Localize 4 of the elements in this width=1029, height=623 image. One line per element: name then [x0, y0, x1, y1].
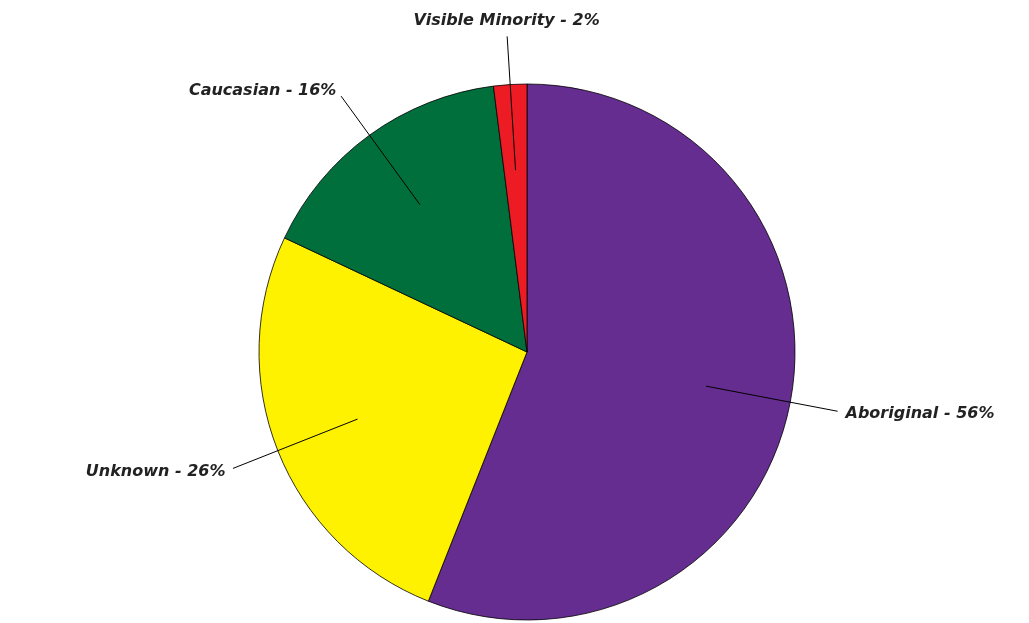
slice-label: Unknown - 26% [85, 461, 226, 481]
slice-label: Caucasian - 16% [188, 79, 337, 99]
slice-label: Visible Minority - 2% [413, 10, 600, 30]
slice-label: Aboriginal - 56% [843, 402, 995, 422]
